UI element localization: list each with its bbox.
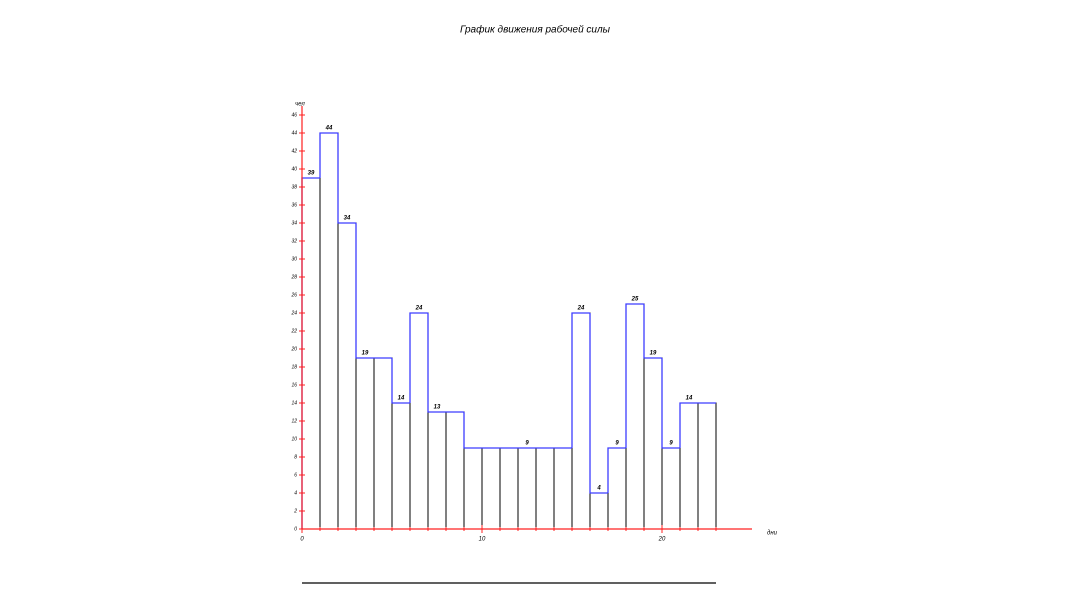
x-tick-label: 20 [658, 537, 666, 543]
y-tick-label: 20 [290, 346, 297, 352]
value-label: 34 [344, 216, 351, 222]
step-line [337, 133, 356, 224]
y-tick-label: 2 [293, 508, 297, 514]
y-tick-label: 22 [290, 328, 297, 334]
bar [427, 411, 447, 530]
step-line [391, 358, 410, 404]
bar [553, 447, 573, 530]
y-tick-label: 18 [291, 364, 297, 370]
y-tick-label: 32 [291, 238, 297, 244]
y-axis-label: чел [295, 102, 305, 108]
x-axis-label: дни [767, 531, 778, 537]
y-tick-label: 12 [291, 418, 297, 424]
value-label: 9 [525, 441, 529, 447]
bar [319, 132, 339, 530]
bar [445, 411, 465, 530]
bar [499, 447, 519, 530]
y-tick-label: 10 [291, 436, 297, 442]
value-label: 24 [577, 306, 585, 312]
value-label: 24 [415, 306, 423, 312]
bar [661, 447, 681, 530]
step-line [661, 358, 680, 449]
bar [517, 447, 537, 530]
y-tick-label: 38 [291, 184, 297, 190]
bar [481, 447, 501, 530]
step-line [625, 303, 644, 448]
y-tick-label: 0 [294, 526, 297, 532]
step-line [409, 312, 428, 403]
value-label: 44 [325, 126, 333, 132]
bar [571, 312, 591, 530]
bar [391, 402, 411, 530]
x-tick-label: 0 [300, 537, 304, 543]
bar [355, 357, 375, 530]
chart-title: График движения рабочей силы [460, 24, 611, 36]
step-line [319, 132, 338, 178]
value-label: 9 [669, 441, 673, 447]
y-tick-label: 40 [291, 166, 297, 172]
bar [373, 357, 393, 530]
y-tick-label: 34 [291, 220, 297, 226]
bar [337, 222, 357, 530]
step-line [679, 402, 698, 448]
value-label: 19 [362, 351, 369, 357]
bar [301, 177, 321, 530]
y-tick-label: 24 [290, 310, 297, 316]
x-tick-label: 10 [479, 537, 486, 543]
y-tick-label: 42 [291, 148, 297, 154]
value-label: 14 [686, 396, 693, 402]
y-tick-label: 8 [294, 454, 297, 460]
step-line [643, 304, 662, 359]
value-label: 4 [596, 486, 601, 492]
step-line [427, 313, 446, 413]
bar [679, 402, 699, 530]
y-tick-label: 30 [291, 256, 297, 262]
y-tick-label: 44 [291, 130, 297, 136]
step-line [607, 447, 626, 493]
value-label: 39 [308, 171, 315, 177]
bar [535, 447, 555, 530]
y-tick-label: 46 [291, 112, 297, 118]
y-tick-label: 16 [291, 382, 297, 388]
value-label: 14 [398, 396, 405, 402]
y-tick-label: 4 [294, 490, 297, 496]
y-tick-label: 6 [294, 472, 297, 478]
value-label: 13 [434, 405, 441, 411]
y-tick-label: 26 [290, 292, 297, 298]
bar [463, 447, 483, 530]
y-tick-label: 28 [290, 274, 297, 280]
step-line [589, 313, 608, 494]
bar [589, 492, 609, 530]
bar [409, 312, 429, 530]
bar [625, 303, 645, 530]
value-label: 19 [650, 351, 657, 357]
bar [643, 357, 663, 530]
step-line [571, 312, 590, 448]
bar [697, 402, 717, 530]
step-line [355, 223, 374, 359]
bar [607, 447, 627, 530]
y-tick-label: 14 [291, 400, 297, 406]
y-tick-label: 36 [291, 202, 297, 208]
value-label: 25 [631, 297, 639, 303]
value-label: 9 [615, 441, 619, 447]
step-line [463, 412, 482, 449]
